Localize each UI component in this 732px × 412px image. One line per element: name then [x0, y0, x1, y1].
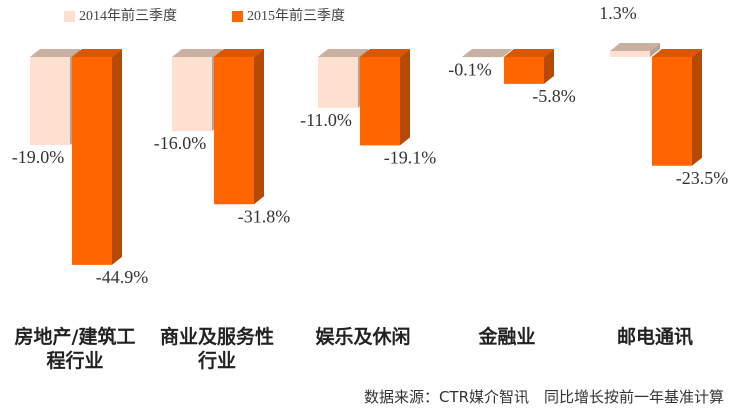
- legend-label: 2015年前三季度: [247, 7, 345, 24]
- bar-side: [544, 49, 554, 84]
- bar: [72, 49, 122, 265]
- bar-side: [502, 49, 512, 58]
- source-note: 数据来源：CTR媒介智讯 同比增长按前一年基准计算: [363, 388, 724, 406]
- bar-side: [112, 49, 122, 265]
- bar-side: [692, 49, 702, 166]
- value-label: 1.3%: [599, 3, 637, 23]
- bar-front: [504, 57, 544, 84]
- value-label: -44.9%: [96, 267, 149, 287]
- legend-swatch: [64, 11, 75, 22]
- bar-front: [318, 57, 358, 108]
- bar: [214, 49, 264, 205]
- bar-top: [214, 49, 264, 57]
- bar-top: [318, 49, 368, 57]
- bar: [360, 49, 410, 146]
- category-label: 邮电通讯: [616, 326, 693, 348]
- bar-side: [650, 42, 660, 57]
- legend-label: 2014年前三季度: [79, 7, 177, 24]
- bar-top: [360, 49, 410, 57]
- bar-front: [610, 50, 650, 57]
- bar-top: [504, 49, 554, 57]
- value-label: -5.8%: [532, 86, 576, 106]
- bar: [610, 42, 660, 57]
- bar: [504, 49, 554, 84]
- bar-side: [254, 49, 264, 205]
- value-label: -19.1%: [384, 148, 437, 168]
- bar-top: [652, 49, 702, 57]
- category-label: 金融业: [478, 326, 536, 348]
- category-label: 商业及服务性行业: [159, 326, 274, 372]
- bar: [462, 49, 512, 58]
- category-label: 娱乐及休闲: [315, 326, 411, 348]
- legend-swatch: [232, 11, 243, 22]
- bar-front: [172, 57, 212, 132]
- bar-front: [72, 57, 112, 265]
- bar-front: [360, 57, 400, 146]
- value-label: -0.1%: [448, 60, 492, 80]
- bar-top: [462, 49, 512, 57]
- value-label: -23.5%: [676, 168, 729, 188]
- bar-top: [610, 42, 660, 51]
- bar-top: [30, 49, 80, 57]
- value-label: -31.8%: [238, 206, 291, 226]
- bar-front: [652, 57, 692, 166]
- value-label: -19.0%: [12, 147, 65, 167]
- bar-top: [72, 49, 122, 57]
- bar-front: [30, 57, 70, 145]
- bar-top: [172, 49, 222, 57]
- bar-front: [214, 57, 254, 205]
- category-label: 房地产/建筑工程行业: [14, 326, 136, 372]
- value-label: -11.0%: [300, 110, 352, 130]
- bar-side: [400, 49, 410, 146]
- value-label: -16.0%: [154, 133, 207, 153]
- bar: [652, 49, 702, 166]
